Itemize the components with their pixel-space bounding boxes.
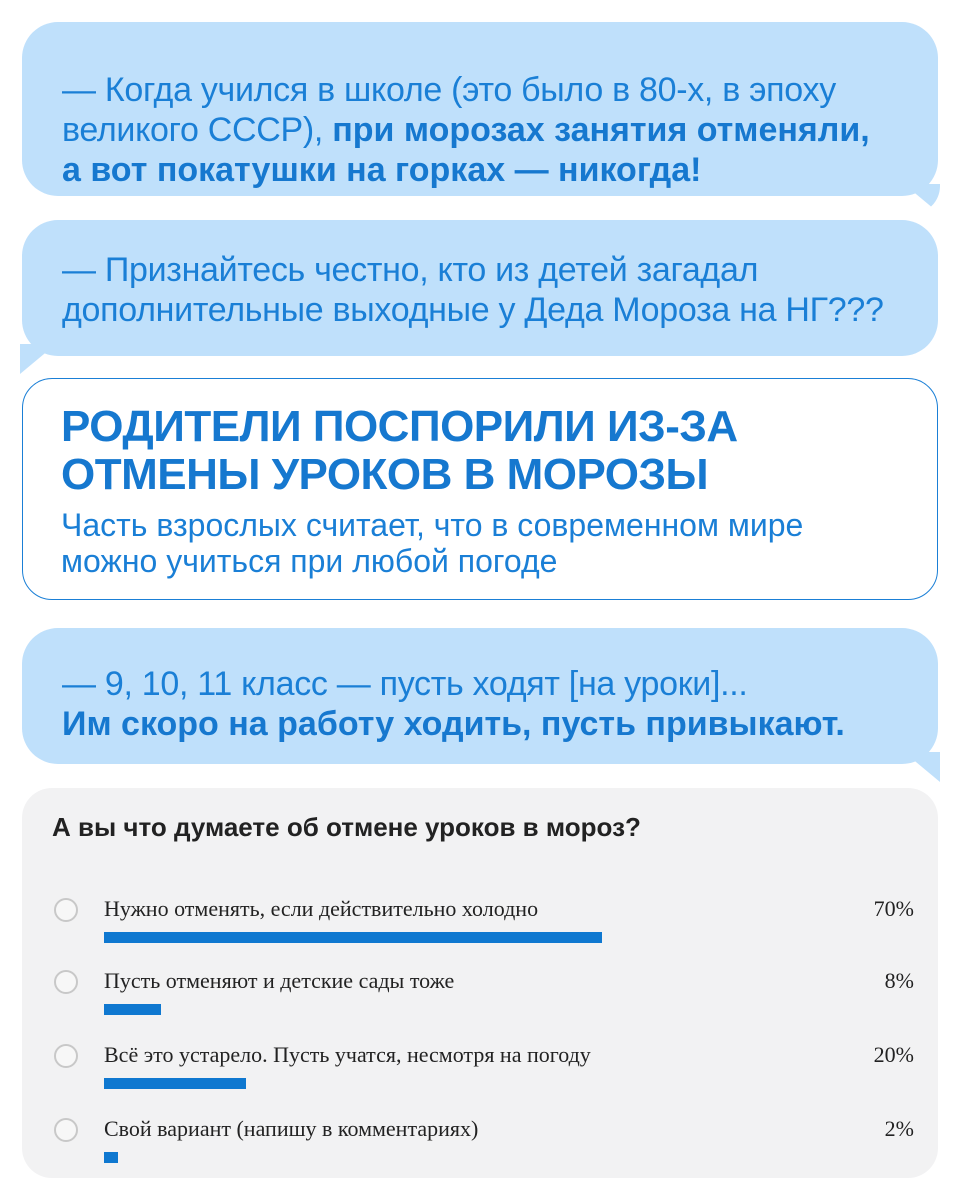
poll-result-bar [104, 1004, 161, 1015]
radio-button[interactable] [54, 1044, 78, 1068]
poll-question: А вы что думаете об отмене уроков в моро… [52, 812, 641, 842]
poll-result-bar [104, 1152, 118, 1163]
poll-option[interactable]: Всё это устарело. Пусть учатся, несмотря… [22, 1040, 938, 1100]
headline-card: РОДИТЕЛИ ПОСПОРИЛИ ИЗ-ЗА ОТМЕНЫ УРОКОВ В… [22, 378, 938, 600]
quote-bold-text: при морозах занятия отменяли, а вот пока… [62, 111, 870, 189]
poll-card: А вы что думаете об отмене уроков в моро… [22, 788, 938, 1178]
bubble-tail [904, 752, 940, 782]
bubble-tail [904, 184, 940, 214]
poll-option-label: Нужно отменять, если действительно холод… [104, 896, 539, 921]
poll-option-percent: 20% [873, 1042, 914, 1067]
poll-option-label: Свой вариант (напишу в комментариях) [104, 1116, 479, 1141]
quote-text: — 9, 10, 11 класс — пусть ходят [на урок… [62, 665, 748, 703]
poll-option-percent: 2% [884, 1116, 914, 1141]
quote-text: — Признайтесь честно, кто из детей загад… [62, 251, 884, 329]
poll-result-bar [104, 932, 602, 943]
poll-option[interactable]: Нужно отменять, если действительно холод… [22, 894, 938, 954]
poll-result-bar [104, 1078, 246, 1089]
quote-bubble-1: — Когда учился в школе (это было в 80-х,… [22, 22, 940, 214]
poll-option[interactable]: Пусть отменяют и детские сады тоже 8% [22, 966, 938, 1026]
radio-button[interactable] [54, 1118, 78, 1142]
quote-text: — Когда учился в школе (это было в 80-х,… [62, 71, 836, 149]
bubble-tail [20, 344, 56, 374]
poll-option[interactable]: Свой вариант (напишу в комментариях) 2% [22, 1114, 938, 1174]
quote-bubble-3: — 9, 10, 11 класс — пусть ходят [на урок… [22, 628, 940, 782]
headline-subtitle: Часть взрослых считает, что в современно… [61, 507, 804, 579]
poll-option-percent: 8% [884, 968, 914, 993]
poll-option-percent: 70% [873, 896, 914, 921]
radio-button[interactable] [54, 970, 78, 994]
quote-bold-text: Им скоро на работу ходить, пусть привыка… [62, 705, 845, 743]
poll-option-label: Пусть отменяют и детские сады тоже [104, 968, 455, 993]
radio-button[interactable] [54, 898, 78, 922]
poll-option-label: Всё это устарело. Пусть учатся, несмотря… [104, 1042, 591, 1067]
headline-title: РОДИТЕЛИ ПОСПОРИЛИ ИЗ-ЗА ОТМЕНЫ УРОКОВ В… [61, 402, 738, 499]
quote-bubble-2: — Признайтесь честно, кто из детей загад… [20, 220, 938, 374]
